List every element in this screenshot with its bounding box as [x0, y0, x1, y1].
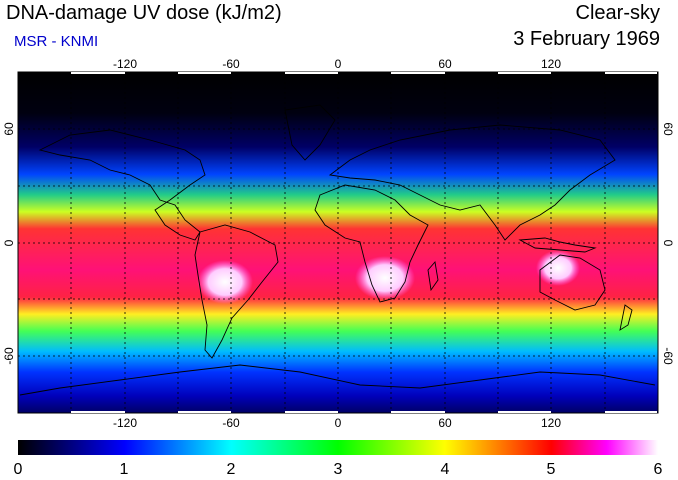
coastline-australia — [539, 254, 606, 311]
lon-tick-bottom-w60: -60 — [222, 416, 240, 430]
lon-tick-top-w120: -120 — [113, 57, 137, 71]
lon-tick-top-e120: 120 — [541, 57, 561, 71]
colorbar-label-5: 5 — [547, 461, 556, 478]
southern-africa-high-dose — [355, 256, 415, 300]
map-title: DNA-damage UV dose (kJ/m2) — [6, 2, 282, 24]
coastline-madagascar — [427, 260, 439, 292]
coastline-indonesia — [518, 237, 597, 253]
colorbar-label-2: 2 — [227, 461, 236, 478]
lat-tick-left-0: 0 — [2, 239, 16, 246]
coastline-greenland — [284, 104, 336, 161]
australia-high-dose — [536, 250, 580, 286]
coastlines — [19, 104, 656, 396]
lat-tick-right-0: 0 — [661, 240, 675, 247]
frame-alternating-segments — [71, 72, 657, 413]
sky-condition-label: Clear-sky — [575, 2, 660, 24]
lat-tick-left-60: 60 — [2, 122, 16, 136]
lon-tick-bottom-e120: 120 — [541, 416, 561, 430]
date-label: 3 February 1969 — [513, 28, 660, 50]
lon-tick-top-w60: -60 — [222, 57, 240, 71]
source-label: MSR - KNMI — [14, 33, 99, 50]
lat-tick-right-minus60: -60 — [661, 347, 675, 365]
colorbar-label-1: 1 — [120, 461, 129, 478]
lon-tick-bottom-e60: 60 — [438, 416, 452, 430]
coastline-antarctica — [19, 364, 656, 396]
coastline-eurasia — [328, 124, 616, 241]
graticule — [18, 72, 658, 413]
lat-tick-right-60: 60 — [661, 122, 675, 136]
lat-tick-left-minus60: -60 — [2, 347, 16, 365]
colorbar — [18, 440, 658, 455]
lon-tick-top-0: 0 — [335, 57, 342, 71]
coastline-south-america — [194, 224, 279, 359]
colorbar-label-4: 4 — [441, 461, 450, 478]
coastline-north-america — [38, 129, 206, 241]
colorbar-label-3: 3 — [334, 461, 343, 478]
coastline-africa — [314, 184, 429, 303]
colorbar-label-0: 0 — [14, 461, 23, 478]
coastline-new-zealand — [619, 304, 633, 331]
lon-tick-top-e60: 60 — [438, 57, 452, 71]
lon-tick-bottom-w120: -120 — [113, 416, 137, 430]
lon-tick-bottom-0: 0 — [335, 416, 342, 430]
colorbar-label-6: 6 — [654, 461, 663, 478]
south-america-high-dose — [197, 260, 253, 304]
